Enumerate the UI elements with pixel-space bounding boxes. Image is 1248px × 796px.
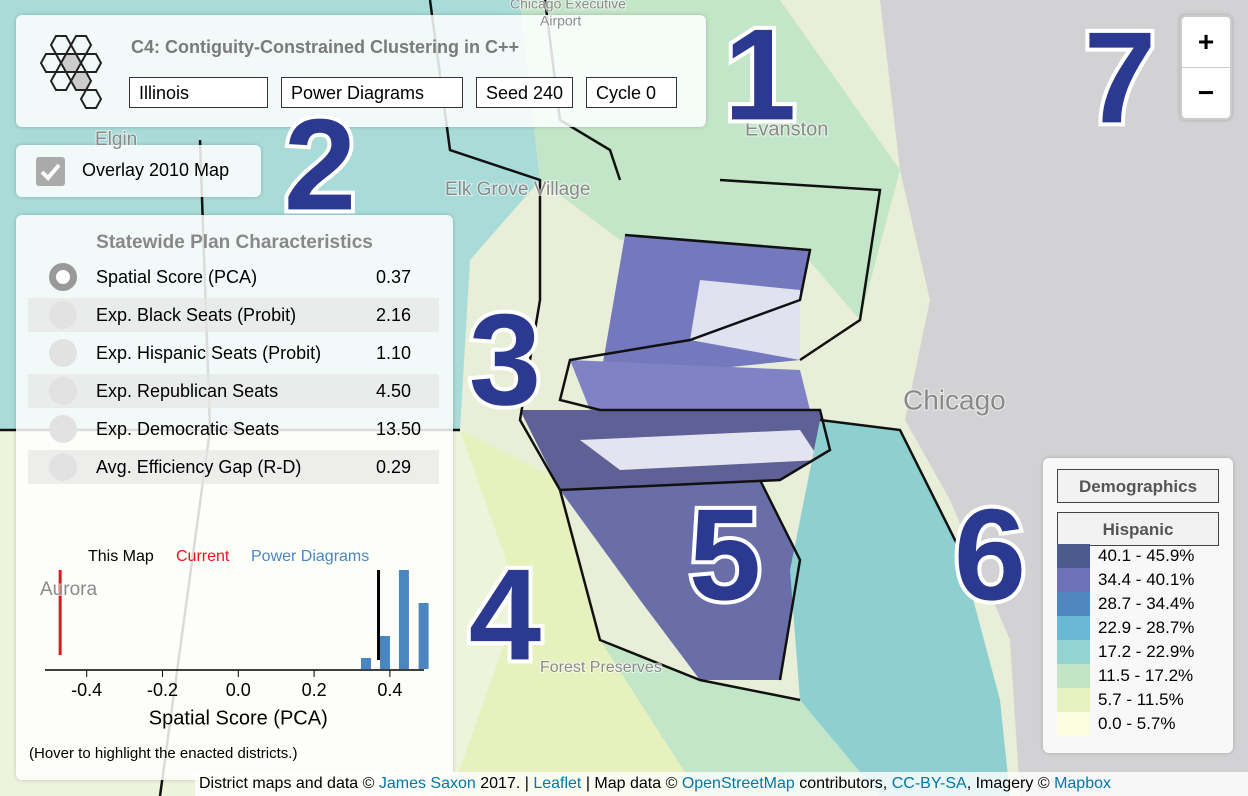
bar	[361, 658, 372, 669]
header-panel: C4: Contiguity-Constrained Clustering in…	[16, 15, 706, 127]
legend-swatch	[1057, 592, 1090, 616]
overlay-panel: Overlay 2010 Map	[16, 145, 261, 197]
legend-swatch	[1057, 712, 1090, 736]
dropdown[interactable]: Illinois	[129, 77, 268, 108]
attribution-text: contributors,	[794, 775, 892, 792]
x-axis-label: Spatial Score (PCA)	[149, 707, 328, 729]
x-tick-label: 0.2	[302, 680, 327, 700]
legend-label: 34.4 - 40.1%	[1098, 570, 1195, 589]
stat-row[interactable]: Exp. Republican Seats 4.50	[28, 374, 439, 408]
x-tick-label: 0.0	[226, 680, 251, 700]
legend-swatch	[1057, 544, 1090, 568]
hint: (Hover to highlight the enacted district…	[29, 745, 298, 762]
stat-label: Spatial Score (PCA)	[96, 267, 258, 287]
histogram: This Map Current Power Diagrams -0.4 -0.2 0.0…	[45, 548, 429, 729]
stat-row[interactable]: Exp. Democratic Seats 13.50	[28, 412, 439, 446]
attribution-text: | Map data ©	[581, 775, 682, 792]
zoom-out[interactable]: −	[1197, 77, 1215, 108]
district	[450, 430, 700, 796]
attribution: District maps and data © James Saxon 201…	[195, 772, 1248, 796]
legend-entry: This Map	[88, 548, 154, 565]
legend-label: 40.1 - 45.9%	[1098, 546, 1195, 565]
zoom-in[interactable]: +	[1182, 17, 1230, 68]
stat-label: Exp. Hispanic Seats (Probit)	[96, 343, 322, 363]
attribution-text: 2017. |	[475, 775, 534, 792]
radio[interactable]	[49, 339, 77, 367]
stat-label: Exp. Democratic Seats	[96, 419, 280, 439]
legend-button[interactable]: Demographics	[1057, 469, 1219, 503]
legend-swatch	[1057, 568, 1090, 592]
legend-label: 28.7 - 34.4%	[1098, 594, 1195, 613]
legend-label: 11.5 - 17.2%	[1098, 666, 1194, 685]
legend-swatch	[1057, 640, 1090, 664]
bar	[398, 570, 409, 669]
legend-entry: Current	[176, 548, 230, 565]
x-tick-label: 0.4	[377, 680, 402, 700]
legend-entry: Power Diagrams	[251, 548, 369, 565]
legend-swatch	[1057, 664, 1090, 688]
stat-value: 2.16	[376, 305, 412, 325]
check-mark	[40, 163, 61, 181]
legend-label: 17.2 - 22.9%	[1098, 642, 1195, 661]
radio[interactable]	[49, 301, 77, 329]
district	[570, 360, 810, 410]
attribution-link[interactable]: Leaflet	[533, 775, 582, 792]
stat-value: 0.37	[376, 267, 412, 287]
attribution-text: , Imagery ©	[966, 775, 1055, 792]
stat-label: Exp. Republican Seats	[96, 381, 279, 401]
bar	[379, 636, 390, 669]
legend-swatch	[1057, 688, 1090, 712]
stat-label: Avg. Efficiency Gap (R-D)	[96, 457, 302, 477]
radio[interactable]	[49, 453, 77, 481]
stats-title: Statewide Plan Characteristics	[96, 232, 373, 253]
district	[790, 420, 1010, 796]
stat-value: 4.50	[376, 381, 412, 401]
bar	[418, 603, 429, 669]
dropdown[interactable]: Power Diagrams	[281, 77, 463, 108]
checkbox[interactable]	[36, 157, 65, 186]
stat-row[interactable]: Spatial Score (PCA) 0.37	[28, 260, 439, 294]
stat-value: 13.50	[376, 419, 422, 439]
legend-panel: Demographics Hispanic 40.1 - 45.9% 34.4 - 4…	[1043, 458, 1233, 753]
attribution-link[interactable]: Mapbox	[1054, 775, 1111, 792]
stat-value: 1.10	[376, 343, 412, 363]
attribution-link[interactable]: CC-BY-SA	[891, 775, 967, 792]
district	[580, 430, 820, 470]
radio[interactable]	[49, 263, 77, 291]
x-tick-label: -0.2	[147, 680, 178, 700]
legend-button[interactable]: Hispanic	[1057, 512, 1219, 546]
logo	[39, 35, 103, 109]
x-tick-label: -0.4	[71, 680, 102, 700]
dropdown[interactable]: Seed 240	[476, 77, 573, 108]
legend-swatch	[1057, 616, 1090, 640]
dropdown[interactable]: Cycle 0	[586, 77, 677, 108]
stat-row[interactable]: Exp. Black Seats (Probit) 2.16	[28, 298, 439, 332]
zoom-control: + −	[1180, 15, 1232, 120]
stats-panel: Statewide Plan Characteristics This Map C…	[16, 215, 453, 780]
legend-label: 0.0 - 5.7%	[1098, 714, 1176, 733]
stat-value: 0.29	[376, 457, 412, 477]
radio[interactable]	[49, 415, 77, 443]
app-title: C4: Contiguity-Constrained Clustering in…	[131, 37, 520, 57]
legend-label: 22.9 - 28.7%	[1098, 618, 1195, 637]
radio[interactable]	[49, 377, 77, 405]
stat-row[interactable]: Exp. Hispanic Seats (Probit) 1.10	[28, 336, 439, 370]
legend-label: 5.7 - 11.5%	[1098, 690, 1184, 709]
stat-row[interactable]: Avg. Efficiency Gap (R-D) 0.29	[28, 450, 439, 484]
district	[600, 640, 880, 796]
attribution-link[interactable]: OpenStreetMap	[681, 775, 795, 792]
attribution-link[interactable]: James Saxon	[378, 775, 476, 792]
overlay-label[interactable]: Overlay 2010 Map	[82, 160, 230, 180]
district	[560, 480, 800, 680]
attribution-text: District maps and data ©	[199, 775, 379, 792]
stat-label: Exp. Black Seats (Probit)	[96, 305, 297, 325]
